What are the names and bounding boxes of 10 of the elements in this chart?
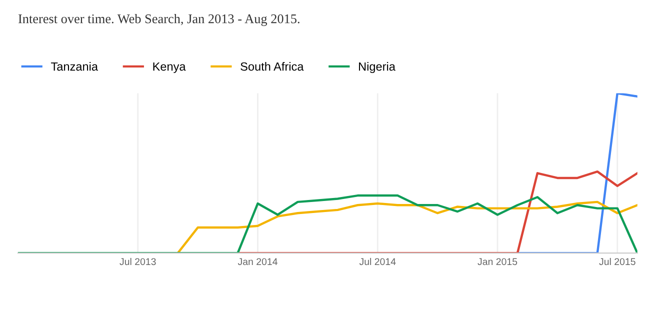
x-tick-label: Jan 2014	[238, 258, 278, 266]
x-tick-label: Jul 2014	[359, 258, 396, 266]
legend-label: Kenya	[153, 62, 186, 74]
legend-label: Nigeria	[359, 62, 396, 74]
x-tick-label: Jul 2013	[120, 258, 156, 266]
legend-label: Tanzania	[51, 62, 98, 71]
legend-label: South Africa	[240, 62, 304, 71]
chart-title: Interest over time. Web Search, Jan 2013 - Aug 2015.	[18, 14, 300, 26]
x-tick-label: Jan 2015	[478, 258, 518, 266]
x-tick-label: Jul 2015	[599, 258, 636, 266]
